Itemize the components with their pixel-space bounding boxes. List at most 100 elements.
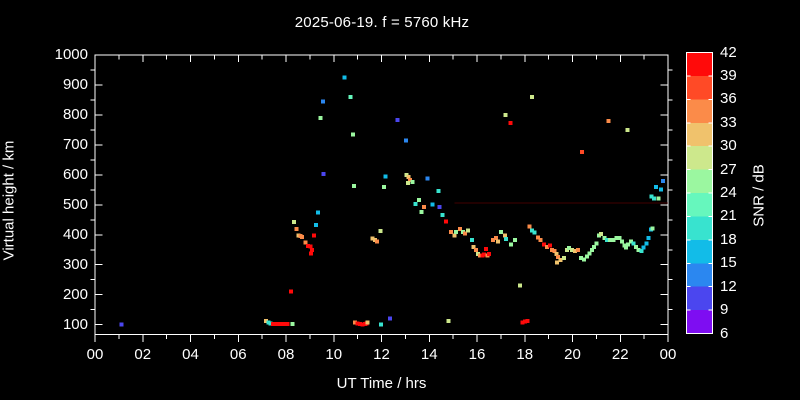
data-point [591,244,596,249]
data-point [555,260,560,265]
y-tick-label: 200 [62,285,88,303]
data-point [517,283,522,288]
colorbar-tick-label: 30 [720,137,737,155]
data-point [413,202,418,207]
data-point [275,321,280,326]
x-tick-label: 16 [468,346,486,363]
data-point [271,321,276,326]
data-point [494,236,499,241]
colorbar-tick-label: 39 [720,66,737,84]
data-point [321,99,326,104]
data-point [602,236,607,241]
data-point [605,238,610,243]
x-tick-label: 00 [86,346,104,363]
data-point [452,233,457,238]
data-point [342,75,347,80]
data-point [661,179,666,184]
data-point [631,241,636,246]
data-point [410,179,415,184]
data-point [590,248,595,253]
data-point [406,180,411,185]
colorbar-tick-label: 21 [720,207,737,225]
data-point [378,228,383,233]
data-point [508,120,513,125]
data-point [436,188,441,193]
data-point [628,239,633,244]
data-point [482,252,487,257]
x-tick-label: 06 [229,346,247,363]
data-point [656,196,661,201]
colorbar-block [686,52,713,77]
data-point [348,94,353,99]
data-point [303,240,308,245]
data-point [496,239,501,244]
data-point [463,231,468,236]
plot-title: 2025-06-19. f = 5760 kHz [294,14,470,31]
data-point [572,249,577,254]
data-point [406,175,411,180]
data-point [395,117,400,122]
data-point [608,238,613,243]
colorbar-tick-label: 18 [720,230,737,248]
data-point [520,320,525,325]
data-point [449,229,454,234]
data-point [529,94,534,99]
data-point [379,322,384,327]
x-tick-label: 12 [373,346,390,363]
y-tick-label: 100 [62,315,88,333]
data-point [562,255,567,260]
data-point [564,248,569,253]
data-point [650,226,655,231]
colorbar-block [686,75,713,100]
data-point [266,320,271,325]
data-point [404,138,409,143]
data-point [315,210,320,215]
x-tick-label: 00 [659,346,677,363]
y-tick-label: 700 [62,135,88,153]
data-point [417,197,422,202]
data-point [457,227,462,232]
data-point [421,204,426,209]
data-point [639,249,644,254]
data-point [471,244,476,249]
data-point [527,224,532,229]
data-point [440,212,445,217]
data-point [658,187,663,192]
data-point [503,112,508,117]
data-point [119,322,124,327]
x-tick-label: 08 [277,346,295,363]
colorbar-tick-label: 36 [720,90,737,108]
data-point [619,239,624,244]
data-point [352,184,357,189]
data-point [437,205,442,210]
data-point [309,251,314,256]
data-point [508,242,513,247]
data-point [311,233,316,238]
colorbar-block [686,146,713,171]
data-point [381,184,386,189]
data-point [580,150,585,155]
data-point [465,228,470,233]
data-point [273,321,278,326]
data-point [626,242,631,247]
data-point [522,319,527,324]
data-point [611,238,616,243]
data-point [567,245,572,250]
data-point [525,318,530,323]
data-point [288,289,293,294]
x-tick-label: 14 [420,346,438,363]
data-point [649,194,654,199]
colorbar-block [686,99,713,124]
data-point [309,247,314,252]
data-point [355,321,360,326]
data-point [470,237,475,242]
data-point [594,241,599,246]
data-point [558,257,563,262]
data-point [283,321,288,326]
data-point [300,234,305,239]
data-point [491,238,496,243]
colorbar-block [686,193,713,217]
